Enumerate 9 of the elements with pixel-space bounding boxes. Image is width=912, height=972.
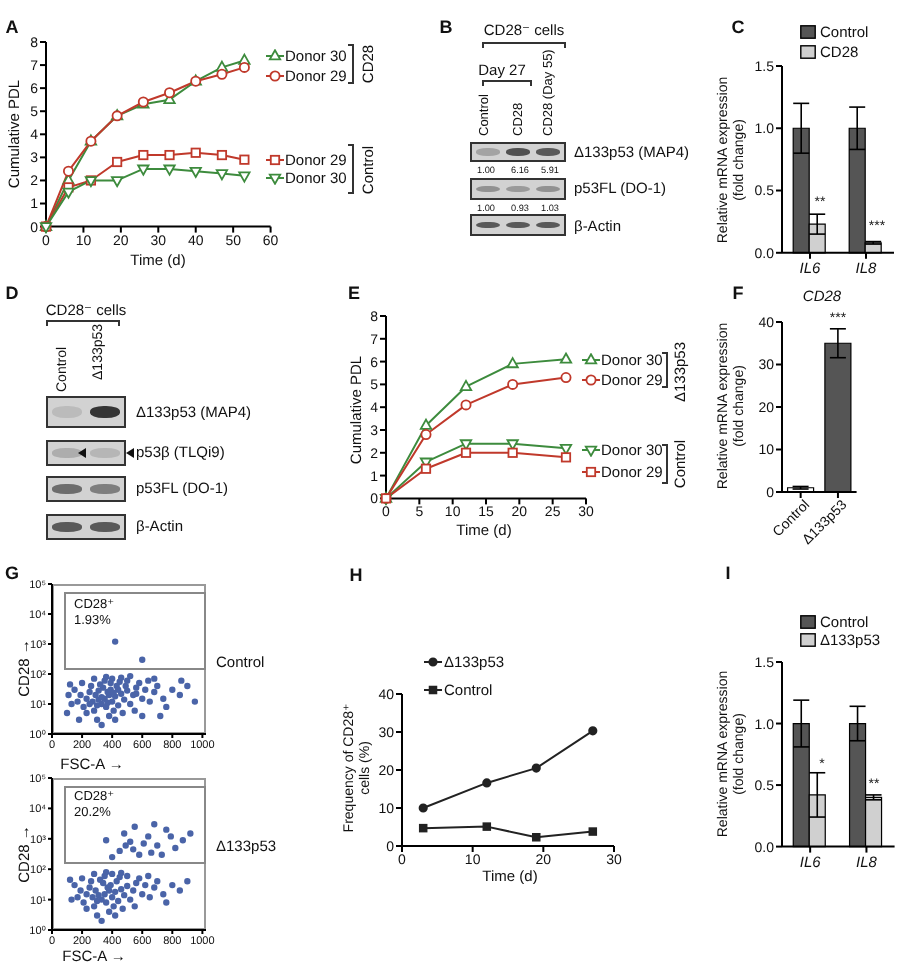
text: E: [347, 283, 361, 305]
text: B: [439, 17, 453, 39]
text: D: [5, 283, 19, 305]
text: H: [349, 565, 363, 587]
text: C: [731, 17, 745, 39]
text: I: [725, 563, 731, 585]
text: G: [4, 563, 20, 585]
text: A: [5, 17, 19, 39]
text: F: [732, 283, 744, 305]
